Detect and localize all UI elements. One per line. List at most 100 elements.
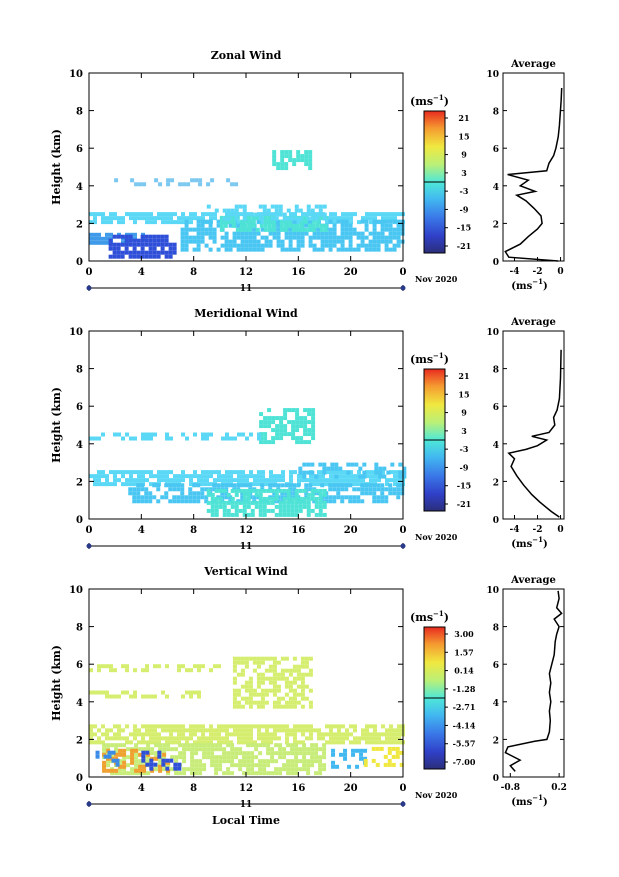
y-axis-label: Height (km): [50, 645, 63, 721]
avg-y-tick-label: 6: [493, 403, 499, 413]
colorbar-tick-label: -21: [457, 499, 471, 509]
avg-y-tick-label: 0: [493, 774, 499, 784]
avg-y-tick-label: 0: [493, 516, 499, 526]
y-tick-label: 6: [76, 402, 83, 413]
y-tick-label: 0: [76, 773, 83, 784]
average-profile-line: [504, 87, 563, 262]
y-tick-label: 10: [69, 327, 83, 338]
date-label: Nov 2020: [415, 274, 458, 284]
day-bar-marker: [400, 801, 406, 807]
average-title: Average: [510, 575, 556, 586]
colorbar-tick-label: -9: [460, 462, 469, 472]
x-tick-label: 8: [190, 783, 197, 794]
x-tick-label: 20: [344, 267, 358, 278]
day-bar-marker: [86, 543, 92, 549]
x-tick-label: 20: [344, 783, 358, 794]
color-field: [89, 150, 405, 259]
colorbar-tick-label: -4.14: [453, 720, 476, 730]
colorbar-tick-label: 15: [458, 389, 469, 399]
average-title: Average: [510, 317, 556, 328]
x-tick-label: 4: [138, 783, 145, 794]
panel-title: Zonal Wind: [211, 49, 282, 62]
colorbar-tick-label: 3: [461, 426, 467, 436]
colorbar-tick-label: 3: [461, 168, 467, 178]
average-profile-panel: Average 0 2 4 6 8 10 -4 -2 0 (ms−1): [486, 317, 565, 550]
colorbar-tick-label: 21: [458, 371, 469, 381]
x-tick-label: 0: [400, 525, 407, 536]
average-frame: [502, 588, 565, 778]
average-profile-panel: Average 0 2 4 6 8 10 -0.8 0.2 (ms−1): [486, 575, 566, 808]
avg-x-tick-label: -2: [533, 525, 543, 535]
avg-x-tick-label: -4: [510, 267, 520, 277]
x-tick-label: 16: [291, 267, 305, 278]
avg-y-tick-label: 4: [493, 441, 499, 451]
colorbar-tick-label: 15: [458, 131, 469, 141]
day-label: 11: [240, 542, 253, 552]
x-tick-label: 12: [239, 525, 253, 536]
average-profile-panel: Average 0 2 4 6 8 10 -4 -2 0 (ms−1): [486, 59, 565, 292]
colorbar-tick-label: 3.00: [454, 629, 474, 639]
colorbar-tick-label: 1.57: [454, 647, 473, 657]
x-tick-label: 0: [400, 783, 407, 794]
avg-x-tick-label: 0.2: [551, 783, 567, 793]
y-tick-label: 2: [76, 477, 83, 488]
colorbar-tick-label: -3: [460, 444, 469, 454]
panel-title: Meridional Wind: [194, 307, 298, 320]
avg-unit-label: (ms−1): [511, 793, 547, 808]
y-tick-label: 10: [69, 585, 83, 596]
x-tick-label: 4: [138, 267, 145, 278]
unit-label: (ms−1): [410, 351, 449, 366]
average-frame: [502, 330, 565, 520]
panel-title: Vertical Wind: [203, 565, 288, 578]
y-axis-label: Height (km): [50, 387, 63, 463]
avg-y-tick-label: 6: [493, 661, 499, 671]
y-tick-label: 6: [76, 660, 83, 671]
y-tick-label: 2: [76, 735, 83, 746]
y-tick-label: 4: [76, 698, 83, 709]
unit-label: (ms−1): [410, 609, 449, 624]
y-tick-label: 0: [76, 257, 83, 268]
day-bar-marker: [86, 801, 92, 807]
avg-y-tick-label: 8: [493, 624, 499, 634]
avg-y-tick-label: 2: [493, 478, 499, 488]
avg-y-tick-label: 4: [493, 183, 499, 193]
y-tick-label: 0: [76, 515, 83, 526]
x-axis-label: Local Time: [212, 814, 280, 827]
y-axis-label: Height (km): [50, 129, 63, 205]
x-tick-label: 0: [86, 525, 93, 536]
avg-y-tick-label: 10: [486, 586, 499, 596]
avg-y-tick-label: 2: [493, 220, 499, 230]
avg-x-tick-label: 0: [557, 525, 563, 535]
y-tick-label: 4: [76, 440, 83, 451]
colorbar-tick-label: 9: [461, 150, 467, 160]
colorbar-tick-label: -2.71: [453, 702, 476, 712]
colorbar-tick-label: 21: [458, 113, 469, 123]
day-bar-marker: [400, 543, 406, 549]
avg-y-tick-label: 6: [493, 145, 499, 155]
average-profile-line: [507, 349, 562, 518]
colorbar-tick-label: -1.28: [453, 684, 476, 694]
colorbar-tick-label: -15: [457, 481, 471, 491]
avg-x-tick-label: -4: [510, 525, 520, 535]
x-tick-label: 8: [190, 525, 197, 536]
color-field: [89, 408, 407, 517]
y-tick-label: 10: [69, 69, 83, 80]
day-bar-marker: [400, 285, 406, 291]
y-tick-label: 8: [76, 365, 83, 376]
y-tick-label: 2: [76, 219, 83, 230]
colorbar-tick-label: -5.57: [453, 739, 476, 749]
x-tick-label: 20: [344, 525, 358, 536]
colorbar-tick-label: -9: [460, 204, 469, 214]
unit-label: (ms−1): [410, 93, 449, 108]
y-tick-label: 8: [76, 107, 83, 118]
x-tick-label: 16: [291, 783, 305, 794]
day-label: 11: [240, 800, 253, 810]
avg-y-tick-label: 10: [486, 328, 499, 338]
y-tick-label: 6: [76, 144, 83, 155]
x-tick-label: 0: [86, 783, 93, 794]
colorbar-tick-label: -3: [460, 186, 469, 196]
avg-x-tick-label: 0: [557, 267, 563, 277]
